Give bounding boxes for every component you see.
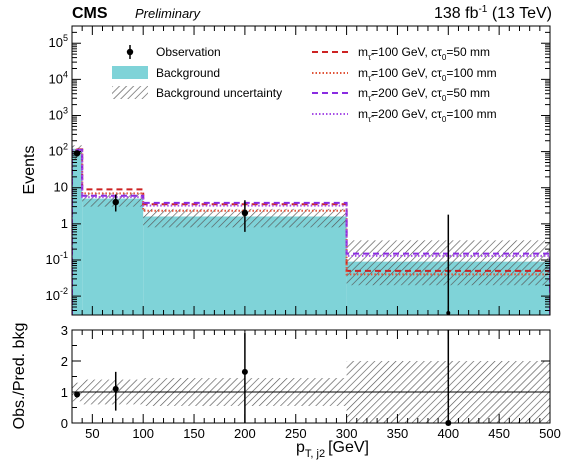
y-tick-label: 105 [49, 33, 68, 50]
ratio-x-axis: 50 100 150 200 250 300 350 400 450 500 [81, 330, 561, 441]
legend-signal-label: mτ̃=100 GeV, cτ0=50 mm [358, 45, 490, 62]
x-tick-label: 150 [183, 426, 205, 441]
legend-ctau: =50 mm [446, 45, 490, 59]
legend-entry-label: Observation [156, 45, 221, 59]
x-axis-var: p [296, 439, 305, 456]
x-tick-label: 400 [437, 426, 459, 441]
legend-ctau: =100 mm [446, 107, 496, 121]
main-x-ticks [81, 26, 551, 315]
legend-mass: =100 GeV, cτ [371, 66, 442, 80]
ratio-point [112, 385, 119, 392]
observation-point [241, 209, 249, 217]
y-tick-label: 10 [54, 180, 68, 195]
x-axis-sub: T, j2 [305, 448, 325, 460]
legend-entry-label: Background uncertainty [156, 86, 282, 100]
legend-ctau-sub: 0 [442, 94, 447, 103]
background-bar [143, 216, 347, 315]
legend-ctau-sub: 0 [442, 115, 447, 124]
legend-m: m [358, 107, 368, 121]
luminosity-label: 138 fb-1 (13 TeV) [434, 4, 552, 22]
x-tick-label: 300 [336, 426, 358, 441]
legend-m-sub: τ̃ [368, 115, 374, 124]
legend-uncertainty-swatch [112, 86, 148, 99]
x-tick-label: 500 [539, 426, 561, 441]
background-bar [72, 148, 83, 315]
legend-m: m [358, 66, 368, 80]
legend-m-sub: τ̃ [368, 74, 374, 83]
y-tick-mantissa: 10 [49, 144, 63, 159]
y-tick-label: 1 [61, 216, 68, 231]
ratio-points [74, 330, 452, 426]
ratio-point [74, 391, 81, 398]
observation-point [112, 198, 119, 206]
x-tick-label: 350 [387, 426, 409, 441]
y-tick-label: 102 [49, 142, 68, 159]
ratio-y-tick-label: 0 [61, 416, 68, 431]
background-histogram [72, 148, 550, 315]
y-tick-exponent: 2 [63, 142, 68, 152]
ratio-y-tick-label: 2 [61, 354, 68, 369]
ratio-y-axis: 0 1 2 3 [61, 323, 550, 431]
x-axis-unit: [GeV] [328, 439, 369, 456]
x-tick-label: 200 [234, 426, 256, 441]
y-tick-mantissa: 10 [54, 180, 68, 195]
legend-ctau-sub: 0 [442, 53, 447, 62]
y-tick-label: 10-2 [46, 286, 68, 303]
lumi-energy: (13 TeV) [487, 5, 552, 22]
x-tick-label: 100 [132, 426, 154, 441]
y-tick-exponent: 4 [63, 69, 68, 79]
legend-m-sub: τ̃ [368, 94, 374, 103]
y-tick-exponent: 5 [63, 33, 68, 43]
y-tick-mantissa: 10 [49, 107, 63, 122]
y-tick-label: 103 [49, 105, 68, 122]
status-label: Preliminary [135, 6, 202, 21]
ratio-y-tick-label: 1 [61, 385, 68, 400]
legend: Observation Background Background uncertai… [112, 45, 497, 124]
y-tick-mantissa: 10 [49, 35, 63, 50]
legend-signal-label: mτ̃=100 GeV, cτ0=100 mm [358, 66, 497, 83]
legend-observation-marker [126, 48, 134, 56]
y-tick-exponent: -1 [60, 250, 68, 260]
legend-entry-label: Background [156, 66, 220, 80]
x-tick-label: 50 [85, 426, 99, 441]
legend-signal-label: mτ̃=200 GeV, cτ0=100 mm [358, 107, 497, 124]
ratio-point [241, 368, 248, 375]
x-tick-label: 250 [285, 426, 307, 441]
y-tick-exponent: 3 [63, 105, 68, 115]
legend-ctau: =100 mm [446, 66, 496, 80]
legend-m-sub: τ̃ [368, 53, 374, 62]
main-y-axis-label: Events [21, 146, 38, 195]
legend-signal-label: mτ̃=200 GeV, cτ0=50 mm [358, 86, 490, 103]
y-tick-mantissa: 10 [46, 252, 60, 267]
legend-ctau-sub: 0 [442, 74, 447, 83]
lumi-value: 138 fb [434, 5, 479, 22]
y-tick-label: 10-1 [46, 250, 68, 267]
legend-mass: =200 GeV, cτ [371, 86, 442, 100]
x-axis-label: pT, j2 [GeV] [296, 439, 369, 460]
y-tick-mantissa: 10 [49, 71, 63, 86]
legend-background-swatch [112, 66, 148, 79]
y-tick-mantissa: 1 [61, 216, 68, 231]
ratio-y-tick-label: 3 [61, 323, 68, 338]
background-bar [82, 198, 144, 315]
experiment-label: CMS [72, 5, 108, 22]
legend-m: m [358, 86, 368, 100]
ratio-y-axis-label: Obs./Pred. bkg [11, 323, 28, 430]
y-tick-label: 104 [49, 69, 68, 86]
y-tick-exponent: -2 [60, 286, 68, 296]
legend-ctau: =50 mm [446, 86, 490, 100]
legend-mass: =100 GeV, cτ [371, 45, 442, 59]
x-tick-label: 450 [488, 426, 510, 441]
legend-m: m [358, 45, 368, 59]
lumi-exponent: -1 [478, 4, 487, 15]
legend-mass: =200 GeV, cτ [371, 107, 442, 121]
y-tick-mantissa: 10 [46, 288, 60, 303]
